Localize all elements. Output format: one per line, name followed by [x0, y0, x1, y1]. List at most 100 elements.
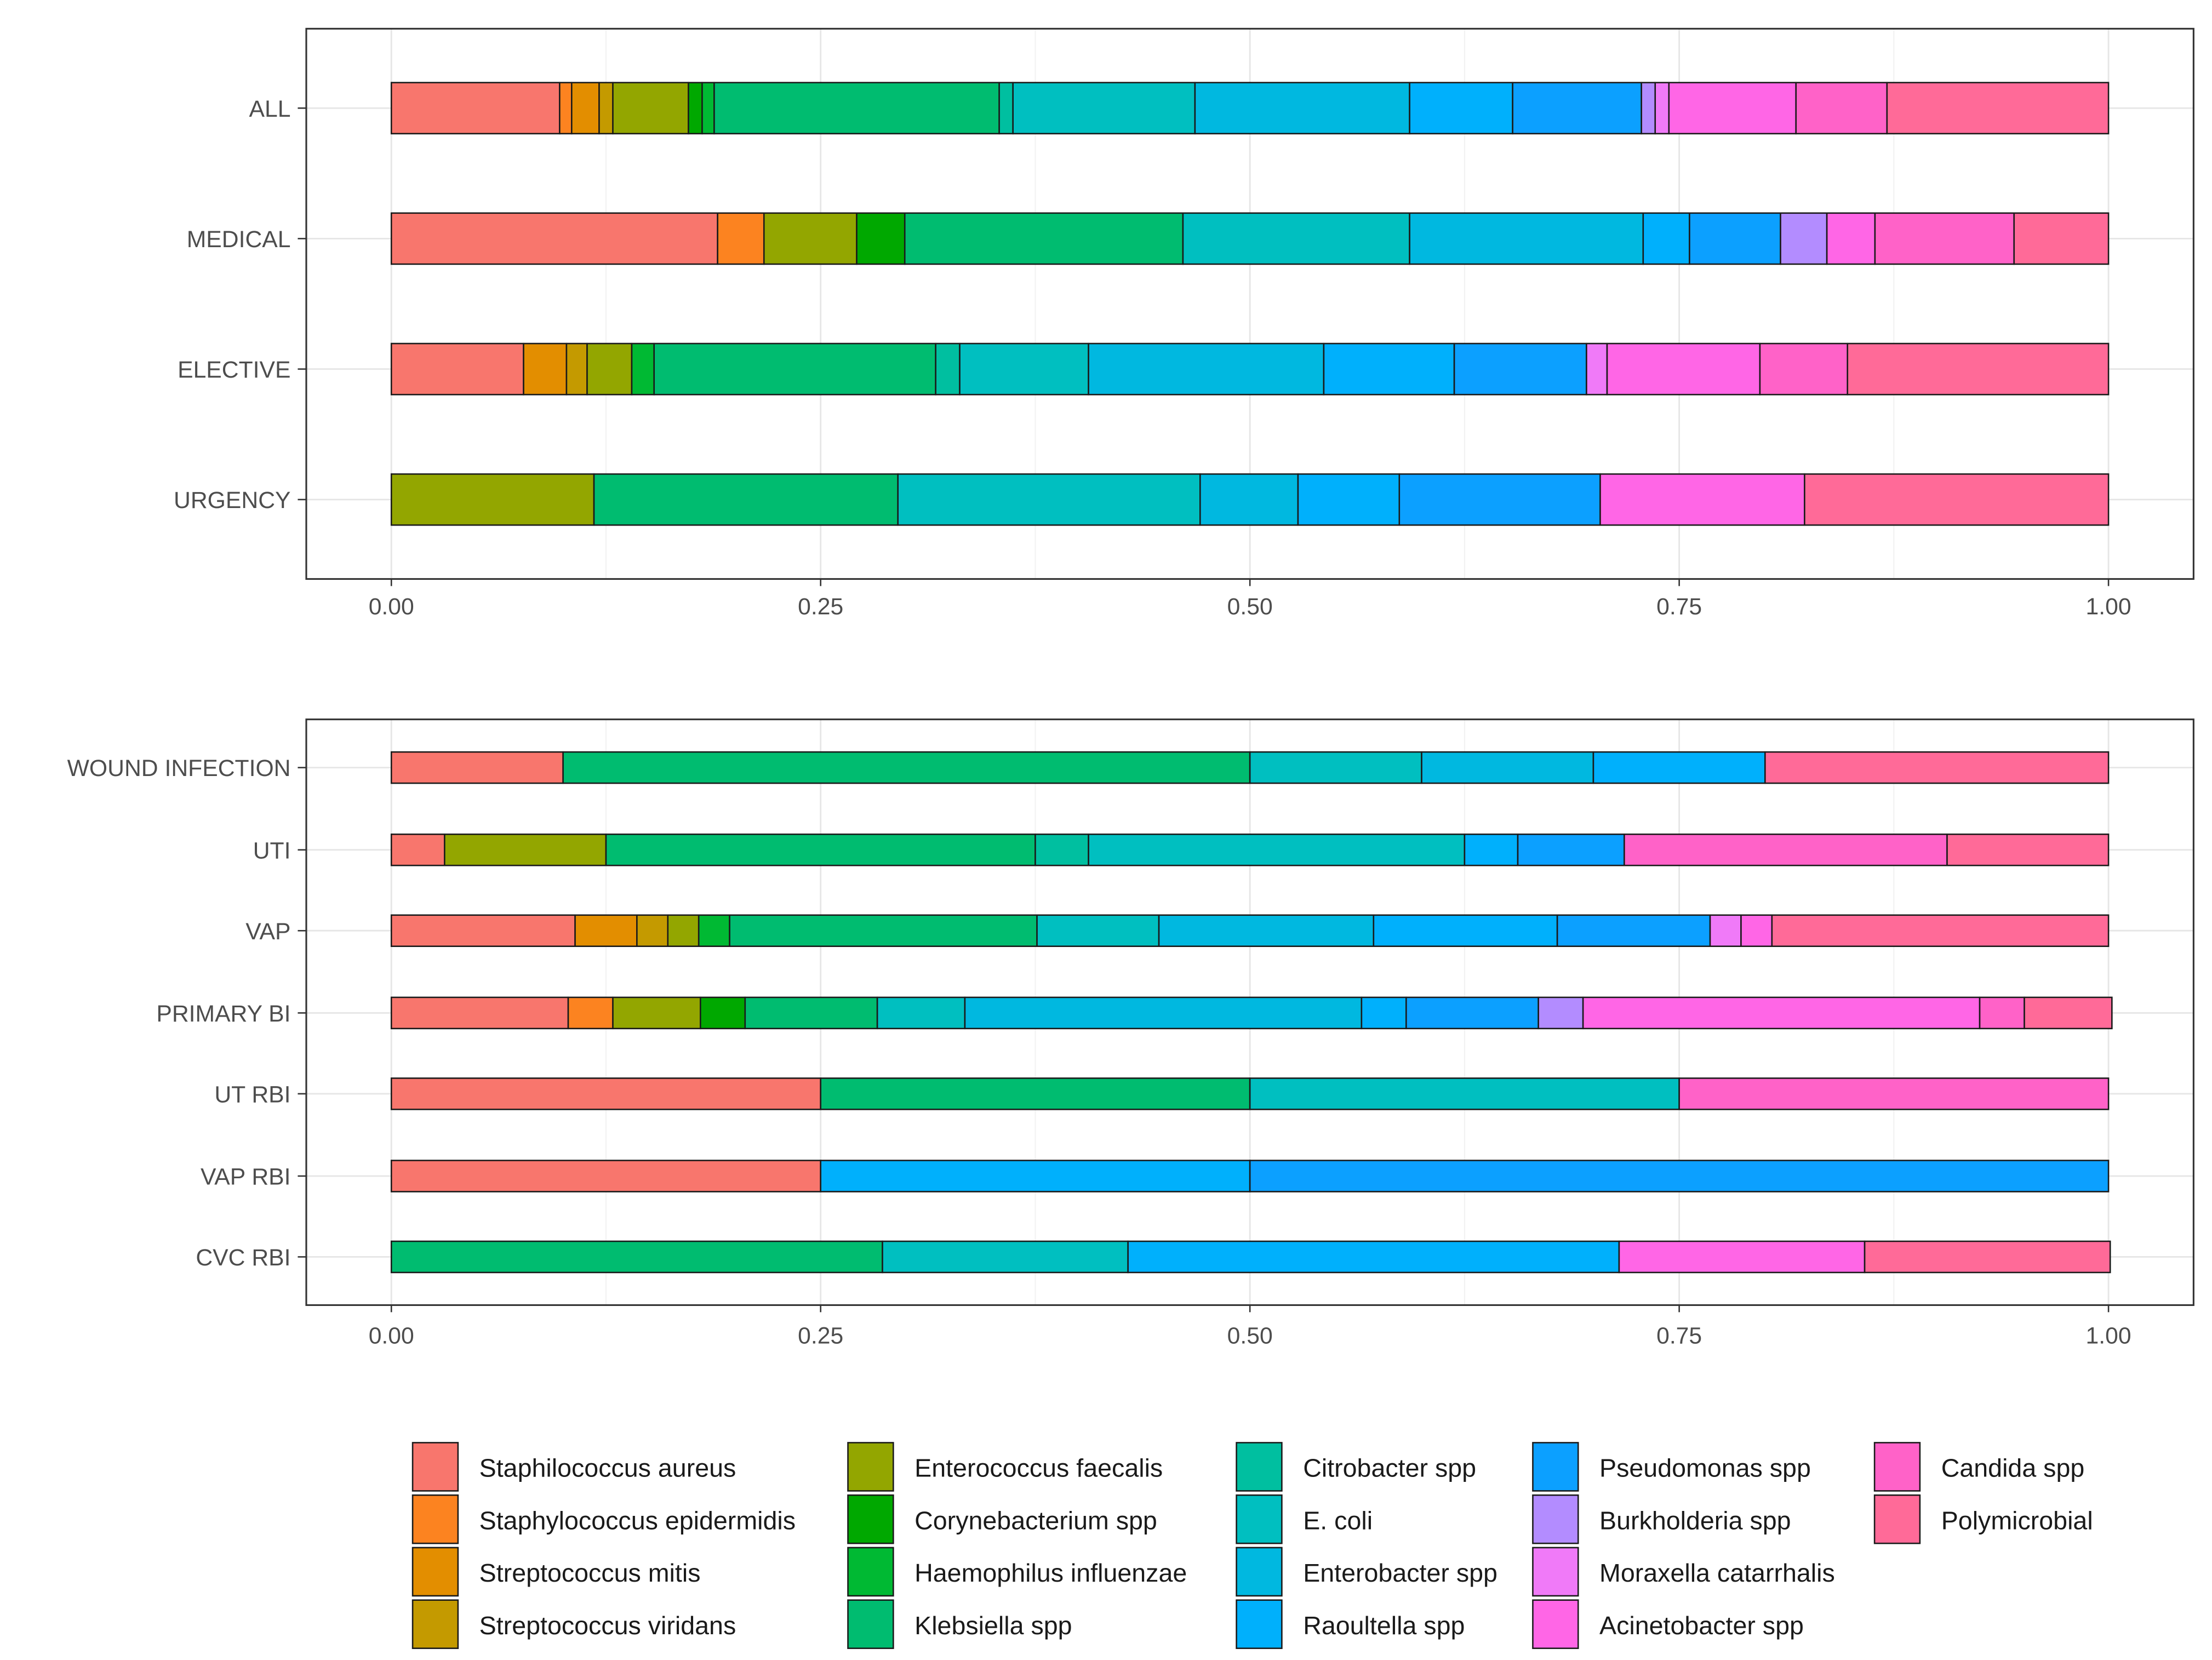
bar-segment-polymicrobial: [2024, 996, 2113, 1030]
bar-segment-staphilococcus-aureus: [390, 996, 569, 1030]
bar-segment-e-coli: [959, 343, 1089, 396]
bar-segment-acinetobacter-spp: [1668, 82, 1797, 135]
legend-item: Corynebacterium spp: [847, 1494, 1157, 1544]
bar-segment-pseudomonas-spp: [1517, 833, 1625, 866]
bar-segment-streptococcus-viridans: [636, 914, 669, 947]
legend-item: Staphylococcus epidermidis: [411, 1494, 796, 1544]
legend-key-swatch: [847, 1442, 894, 1492]
bar-segment-e-coli: [882, 1240, 1129, 1274]
bar-segment-e-coli: [1036, 914, 1160, 947]
bar-segment-haemophilus-influenzae: [701, 82, 715, 135]
bar-segment-streptococcus-mitis: [570, 82, 600, 135]
bar-segment-burkholderia-spp: [1780, 212, 1828, 265]
x-tick-label: 1.00: [2086, 1322, 2131, 1349]
legend-label: Enterococcus faecalis: [914, 1454, 1163, 1482]
bar-segment-enterococcus-faecalis: [390, 473, 595, 526]
bar-segment-raoultella-spp: [1361, 996, 1407, 1030]
legend-key-swatch: [847, 1547, 894, 1597]
legend-label: Burkholderia spp: [1599, 1506, 1791, 1534]
bar-segment-polymicrobial: [1946, 833, 2110, 866]
legend-item: Streptococcus viridans: [411, 1599, 736, 1649]
legend-label: Staphilococcus aureus: [479, 1454, 736, 1482]
legend-key-swatch: [1236, 1442, 1283, 1492]
bar-segment-pseudomonas-spp: [1453, 343, 1587, 396]
bar-segment-enterococcus-faecalis: [612, 996, 701, 1030]
bar-segment-acinetobacter-spp: [1582, 996, 1981, 1030]
x-tick-label: 0.50: [1227, 594, 1273, 620]
y-tick-label: PRIMARY BI: [156, 1001, 290, 1027]
legend-label: Moraxella catarrhalis: [1599, 1559, 1835, 1587]
bar-segment-klebsiella-spp: [653, 343, 936, 396]
legend-label: Corynebacterium spp: [914, 1506, 1157, 1534]
bar-segment-enterococcus-faecalis: [612, 82, 689, 135]
bar-segment-polymicrobial: [1886, 82, 2110, 135]
legend-key-swatch: [411, 1599, 459, 1649]
legend-item: Enterococcus faecalis: [847, 1442, 1163, 1492]
legend-label: Enterobacter spp: [1303, 1559, 1497, 1587]
x-tick-label: 0.25: [798, 594, 843, 620]
bar-segment-staphylococcus-epidermidis: [559, 82, 573, 135]
bar-segment-candida-spp: [1624, 833, 1948, 866]
legend-item: Citrobacter spp: [1236, 1442, 1476, 1492]
bar-segment-pseudomonas-spp: [1689, 212, 1781, 265]
bar-segment-citrobacter-spp: [998, 82, 1014, 135]
y-tick-label: ALL: [249, 96, 291, 122]
bar-segment-polymicrobial: [1804, 473, 2110, 526]
legend-key-swatch: [411, 1494, 459, 1544]
bar-segment-klebsiella-spp: [713, 82, 1000, 135]
bar-segment-raoultella-spp: [1297, 473, 1401, 526]
bar-segment-klebsiella-spp: [820, 1077, 1251, 1110]
y-tick-label: ELECTIVE: [178, 357, 290, 383]
legend-item: Streptococcus mitis: [411, 1547, 700, 1597]
bar-segment-raoultella-spp: [1642, 212, 1690, 265]
bar-segment-staphilococcus-aureus: [390, 914, 576, 947]
bar-segment-acinetobacter-spp: [1606, 343, 1761, 396]
legend-item: Burkholderia spp: [1532, 1494, 1791, 1544]
bar-segment-raoultella-spp: [1409, 82, 1513, 135]
legend-label: Klebsiella spp: [914, 1611, 1072, 1640]
x-tick-label: 0.50: [1227, 1322, 1273, 1349]
y-tick-label: CVC RBI: [196, 1245, 290, 1271]
legend-key-swatch: [411, 1547, 459, 1597]
legend-key-swatch: [1236, 1547, 1283, 1597]
bar-segment-pseudomonas-spp: [1249, 1160, 2110, 1193]
bar-segment-candida-spp: [1874, 212, 2015, 265]
legend-key-swatch: [1873, 1494, 1921, 1544]
legend-item: Klebsiella spp: [847, 1599, 1072, 1649]
bar-segment-staphylococcus-epidermidis: [567, 996, 614, 1030]
bar-segment-enterobacter-spp: [1199, 473, 1299, 526]
y-tick-label: UT RBI: [214, 1081, 290, 1108]
bar-segment-enterococcus-faecalis: [667, 914, 700, 947]
legend-key-swatch: [1532, 1599, 1579, 1649]
bar-segment-raoultella-spp: [1592, 751, 1766, 784]
bar-segment-pseudomonas-spp: [1512, 82, 1642, 135]
y-tick-label: MEDICAL: [187, 226, 291, 253]
legend-label: E. coli: [1303, 1506, 1373, 1534]
bar-segment-raoultella-spp: [820, 1160, 1251, 1193]
bar-segment-e-coli: [1088, 833, 1466, 866]
bar-segment-enterococcus-faecalis: [586, 343, 633, 396]
bar-segment-pseudomonas-spp: [1556, 914, 1711, 947]
bar-segment-polymicrobial: [1864, 1240, 2111, 1274]
bar-segment-klebsiella-spp: [390, 1240, 883, 1274]
bar-segment-polymicrobial: [1771, 914, 2110, 947]
bar-segment-enterococcus-faecalis: [444, 833, 607, 866]
bar-segment-candida-spp: [1795, 82, 1888, 135]
bar-segment-enterobacter-spp: [1088, 343, 1325, 396]
bar-segment-e-coli: [1012, 82, 1196, 135]
bar-segment-acinetobacter-spp: [1826, 212, 1876, 265]
legend: Staphilococcus aureus Staphylococcus epid…: [411, 1442, 2093, 1649]
bar-segment-candida-spp: [1759, 343, 1849, 396]
bar-segment-corynebacterium-spp: [688, 82, 703, 135]
bar-segment-raoultella-spp: [1323, 343, 1455, 396]
legend-item: E. coli: [1236, 1494, 1373, 1544]
bar-segment-burkholderia-spp: [1641, 82, 1656, 135]
bar-segment-enterococcus-faecalis: [763, 212, 858, 265]
legend-label: Citrobacter spp: [1303, 1454, 1476, 1482]
legend-label: Candida spp: [1941, 1454, 2085, 1482]
legend-label: Haemophilus influenzae: [914, 1559, 1187, 1587]
bar-segment-streptococcus-viridans: [565, 343, 588, 396]
x-tick-label: 0.25: [798, 1322, 843, 1349]
bar-segment-enterobacter-spp: [1194, 82, 1410, 135]
bar-segment-e-coli: [897, 473, 1201, 526]
